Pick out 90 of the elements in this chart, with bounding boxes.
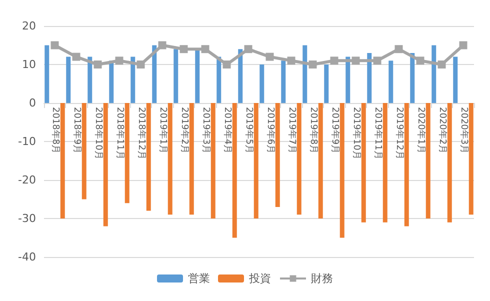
bar (426, 103, 430, 218)
bar (388, 60, 394, 103)
bar (82, 103, 86, 200)
point (459, 41, 468, 50)
point (222, 60, 231, 68)
legend-label: 投資 (248, 272, 271, 285)
point (201, 45, 210, 54)
point (438, 60, 446, 68)
y-tick-label: 0 (29, 96, 36, 110)
x-tick-label: 2019年6月 (264, 107, 276, 154)
bar (447, 103, 452, 222)
bar (232, 103, 237, 238)
bar (238, 49, 243, 103)
x-tick-label: 2019年1月 (157, 107, 168, 154)
bar (44, 45, 50, 103)
bar (432, 45, 436, 103)
point (158, 41, 166, 50)
x-tick-label: 2019年11月 (372, 107, 384, 160)
x-tick-label: 2018年9月 (71, 107, 82, 154)
bar (367, 52, 372, 103)
bar (302, 45, 308, 103)
y-tick-label: -40 (18, 250, 36, 264)
bar (60, 103, 65, 218)
x-tick-label: 2019年8月 (308, 107, 319, 154)
bar (468, 103, 474, 215)
bar (340, 103, 344, 238)
bar (152, 45, 157, 103)
bar (174, 49, 178, 103)
bar (130, 56, 136, 103)
x-tick-label: 2018年8月 (50, 107, 61, 154)
bar (88, 56, 92, 103)
bar (281, 60, 286, 103)
bar (361, 103, 366, 222)
point (416, 56, 424, 65)
point (308, 60, 317, 68)
x-tick-label: 2019年10月 (350, 107, 362, 160)
x-tick-label: 2020年3月 (458, 107, 470, 154)
bar (404, 103, 409, 226)
x-tick-label: 2018年12月 (136, 107, 147, 160)
y-tick-label: 10 (22, 58, 36, 71)
bar (168, 103, 172, 215)
bar (296, 103, 302, 215)
y-tick-label: 20 (22, 20, 36, 32)
bar (216, 56, 222, 103)
bar (275, 103, 280, 207)
x-tick-label: 2019年4月 (222, 107, 233, 154)
x-tick-label: 2019年2月 (178, 107, 190, 154)
x-tick-label: 2020年2月 (436, 107, 448, 154)
x-tick-label: 2019年5月 (243, 107, 254, 154)
point (352, 56, 360, 65)
y-tick-label: -30 (18, 212, 36, 225)
legend-label: 財務 (311, 272, 333, 285)
x-tick-label: 2020年1月 (415, 107, 426, 154)
bar (318, 103, 323, 218)
point (287, 56, 296, 65)
point (115, 56, 124, 65)
point (373, 56, 382, 65)
point (50, 41, 59, 50)
bar (453, 56, 458, 103)
bar (254, 103, 258, 218)
point (136, 60, 145, 68)
point (94, 60, 102, 68)
bar (410, 52, 415, 103)
bar (146, 103, 151, 211)
bar (210, 103, 216, 218)
bar (189, 103, 194, 215)
bar (124, 103, 130, 204)
bar (109, 60, 114, 103)
point (180, 45, 188, 54)
x-tick-label: 2019年9月 (329, 107, 340, 154)
y-tick-label: -10 (18, 135, 36, 148)
bar (346, 56, 350, 103)
x-tick-label: 2019年12月 (394, 107, 405, 160)
bar (103, 103, 108, 226)
bar (195, 49, 200, 103)
x-tick-label: 2018年11月 (114, 107, 126, 160)
point (244, 45, 252, 54)
x-tick-label: 2018年10月 (92, 107, 104, 160)
point (266, 52, 274, 61)
x-tick-label: 2019年7月 (286, 107, 298, 154)
point (394, 45, 403, 54)
point (330, 56, 338, 65)
bar (324, 64, 329, 103)
point (72, 52, 80, 61)
bar (66, 56, 71, 103)
bar (260, 64, 264, 103)
bar (382, 103, 388, 222)
x-tick-label: 2019年3月 (200, 107, 212, 154)
y-tick-label: -20 (18, 174, 36, 186)
legend-label: 営業 (188, 272, 210, 285)
